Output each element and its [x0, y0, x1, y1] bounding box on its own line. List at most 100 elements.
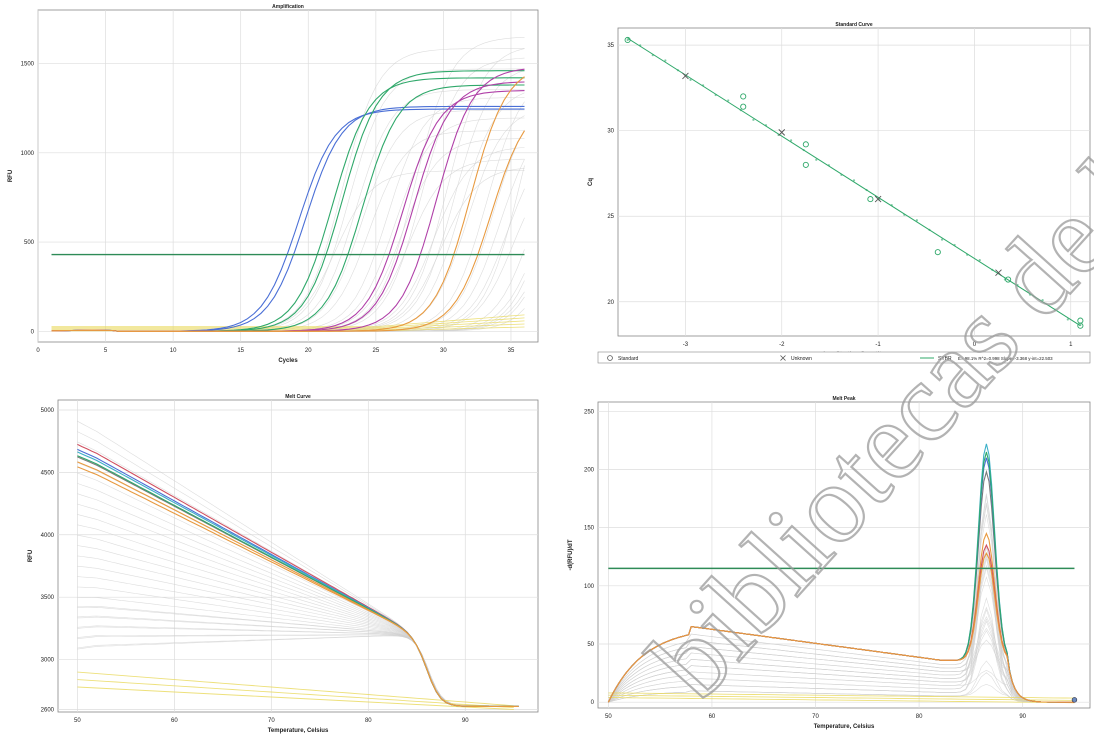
unknown-point [1003, 278, 1007, 281]
y-tick-label: 25 [607, 214, 614, 220]
legend-unknown-symbol [780, 355, 786, 361]
standard-point [867, 196, 874, 203]
x-tick-label: 90 [462, 718, 469, 724]
standard-point [802, 161, 809, 168]
y-axis-label: Cq [588, 178, 594, 186]
x-tick-label: 15 [237, 348, 244, 354]
chart-panel-3: 50 60 70 80 90 2600 3000 3500 4000 4500 5000 Melt C… [28, 394, 539, 734]
y-axis-label: -d(RFU)/dT [568, 539, 574, 570]
baseline-curve [77, 686, 514, 710]
chart-title: Melt Curve [285, 394, 311, 400]
background-curve [608, 493, 1075, 703]
legend-label-unknown: Unknown [791, 356, 812, 362]
unknown-point [682, 72, 689, 80]
y-tick-label: 5000 [41, 408, 55, 414]
baseline-curve [51, 314, 525, 327]
melt-peak-curve-7 [607, 552, 1075, 703]
y-tick-label: 50 [587, 642, 594, 648]
x-axis-label: Temperature, Celsius [268, 728, 329, 734]
unknown-point [874, 195, 882, 203]
plot-area [51, 37, 525, 332]
legend-equation: E= 98.1% R^2=0.998 Slope=-3.368 y-int=22… [958, 356, 1053, 361]
baseline-curve [51, 320, 525, 330]
x-axis-label: Temperature, Celsius [814, 724, 875, 730]
baseline-curve [77, 679, 514, 709]
unknown-point [865, 188, 868, 192]
x-tick-label: 60 [709, 714, 716, 720]
unknown-point [701, 84, 705, 87]
y-tick-label: 1500 [21, 62, 35, 68]
unknown-point [790, 139, 793, 142]
unknown-point [1041, 298, 1044, 302]
unknown-point [915, 219, 918, 222]
x-tick-label: 90 [1019, 714, 1026, 720]
unknown-point [1054, 308, 1057, 311]
x-tick-label: 30 [440, 348, 447, 354]
unknown-point [815, 158, 818, 161]
unknown-point [664, 59, 667, 62]
unknown-point [802, 148, 805, 152]
y-tick-label: 200 [584, 467, 595, 473]
amplification-curve-10 [51, 130, 525, 332]
y-tick-label: 250 [584, 409, 595, 415]
standard-point [934, 249, 941, 256]
x-tick-label: 0 [36, 348, 40, 354]
background-curve [608, 669, 1075, 703]
x-tick-label: 50 [605, 714, 612, 720]
unknown-point [903, 213, 906, 216]
unknown-point [940, 238, 944, 241]
unknown-point [639, 44, 642, 47]
y-tick-label: 35 [607, 43, 614, 49]
unknown-point [651, 53, 654, 57]
unknown-point [991, 268, 994, 271]
legend-standard-symbol [607, 355, 613, 361]
x-tick-label: 1 [1069, 342, 1073, 348]
unknown-point [752, 118, 755, 121]
x-axis-label: Cycles [278, 358, 298, 364]
unknown-point [827, 164, 830, 167]
x-tick-label: -1 [875, 342, 881, 348]
legend-box [597, 351, 1091, 364]
y-tick-label: 2600 [41, 708, 55, 714]
background-curve [608, 616, 1075, 703]
plot-area [77, 420, 519, 710]
unknown-point [953, 243, 956, 247]
unknown-point [714, 93, 717, 97]
unknown-point [1016, 283, 1019, 287]
unknown-point [978, 259, 981, 262]
standard-point [740, 103, 747, 110]
y-tick-label: 0 [591, 700, 595, 706]
unknown-point [739, 109, 742, 112]
y-tick-label: 500 [24, 240, 35, 246]
x-tick-label: 25 [372, 348, 379, 354]
x-tick-label: 70 [268, 718, 275, 724]
unknown-point [689, 78, 692, 82]
y-tick-label: 4000 [41, 533, 55, 539]
unknown-point [764, 124, 768, 127]
chart-title: Amplification [272, 4, 304, 10]
legend: Standard Unknown SYBR E= 98.1% R^2=0.998 Sl… [597, 351, 1091, 364]
y-tick-label: 3500 [41, 595, 55, 601]
chart-title: Standard Curve [835, 22, 872, 28]
unknown-point [778, 129, 786, 136]
baseline-curve [77, 671, 514, 707]
x-tick-label: 35 [508, 348, 515, 354]
y-axis-label: RFU [8, 170, 14, 182]
y-tick-label: 3000 [41, 658, 55, 664]
baseline-curve [608, 697, 1075, 704]
x-tick-label: 80 [365, 718, 372, 724]
standard-point [624, 36, 631, 44]
legend-label-standard: Standard [618, 356, 639, 362]
unknown-point [1028, 293, 1032, 296]
y-tick-label: 30 [607, 129, 614, 135]
x-tick-label: -3 [683, 342, 689, 348]
x-tick-label: 80 [916, 714, 923, 720]
end-marker [1071, 697, 1078, 703]
x-tick-label: 50 [74, 718, 81, 724]
x-tick-label: 10 [170, 348, 177, 354]
baseline-curve [51, 323, 525, 331]
y-tick-label: 100 [584, 584, 595, 590]
unknown-point [676, 69, 680, 72]
